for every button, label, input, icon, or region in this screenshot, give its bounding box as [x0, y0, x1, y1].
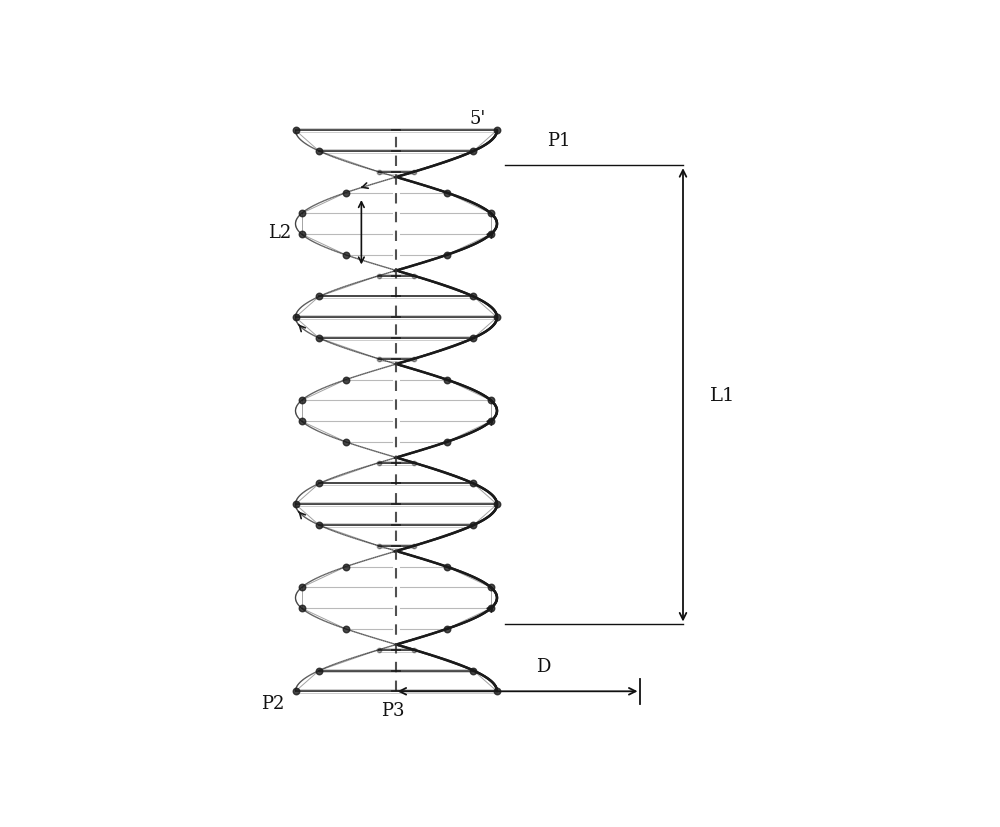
Point [406, 539, 422, 552]
Point [406, 270, 422, 283]
Point [288, 311, 304, 324]
Point [288, 125, 304, 138]
Text: L1: L1 [710, 386, 736, 404]
Point [439, 249, 455, 262]
Point [406, 166, 422, 179]
Point [371, 539, 387, 552]
Point [465, 146, 481, 159]
Point [483, 602, 499, 615]
Point [338, 374, 354, 387]
Text: D: D [536, 657, 551, 676]
Point [465, 332, 481, 345]
Point [311, 664, 327, 677]
Point [406, 457, 422, 470]
Point [483, 581, 499, 595]
Point [465, 664, 481, 677]
Point [483, 394, 499, 408]
Point [294, 228, 310, 241]
Point [371, 353, 387, 366]
Point [371, 457, 387, 470]
Point [288, 498, 304, 511]
Point [338, 561, 354, 574]
Point [311, 332, 327, 345]
Point [371, 643, 387, 657]
Point [483, 228, 499, 241]
Point [294, 208, 310, 221]
Text: 5': 5' [470, 110, 486, 128]
Point [338, 623, 354, 636]
Point [406, 643, 422, 657]
Point [489, 311, 505, 324]
Point [465, 290, 481, 304]
Text: L2: L2 [268, 224, 292, 242]
Point [439, 187, 455, 200]
Point [294, 602, 310, 615]
Point [439, 561, 455, 574]
Point [338, 187, 354, 200]
Point [439, 436, 455, 449]
Point [294, 394, 310, 408]
Point [439, 374, 455, 387]
Text: P3: P3 [381, 701, 404, 719]
Point [294, 415, 310, 428]
Point [439, 623, 455, 636]
Point [288, 685, 304, 698]
Point [338, 249, 354, 262]
Point [311, 519, 327, 532]
Point [371, 166, 387, 179]
Point [465, 477, 481, 490]
Text: P2: P2 [261, 695, 284, 713]
Point [465, 519, 481, 532]
Point [311, 290, 327, 304]
Point [371, 270, 387, 283]
Point [406, 353, 422, 366]
Point [311, 477, 327, 490]
Point [489, 125, 505, 138]
Point [483, 415, 499, 428]
Point [294, 581, 310, 595]
Point [489, 498, 505, 511]
Point [338, 436, 354, 449]
Point [311, 146, 327, 159]
Point [483, 208, 499, 221]
Point [489, 685, 505, 698]
Text: P1: P1 [547, 131, 571, 150]
